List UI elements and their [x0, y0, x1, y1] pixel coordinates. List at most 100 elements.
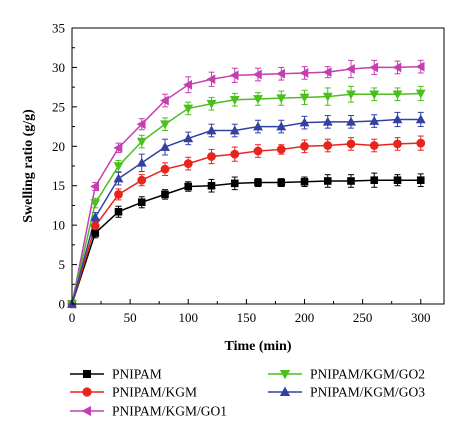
data-point [114, 207, 123, 216]
data-point [183, 104, 194, 114]
data-point [252, 69, 262, 80]
data-point [392, 114, 403, 124]
data-point [323, 177, 332, 185]
data-point [230, 179, 239, 188]
y-tick-label: 30 [52, 60, 65, 75]
data-point [183, 133, 194, 143]
data-point [229, 125, 240, 135]
data-point [369, 62, 379, 73]
data-point [322, 116, 333, 126]
data-point [207, 152, 216, 161]
data-point [90, 212, 101, 222]
data-point [113, 162, 124, 172]
data-point [230, 149, 240, 159]
data-point [276, 68, 286, 79]
data-point [137, 175, 147, 185]
data-point [300, 177, 309, 186]
data-point [370, 176, 379, 184]
data-point [393, 139, 402, 149]
data-point [159, 95, 169, 106]
data-point [90, 181, 100, 192]
legend-marker [279, 386, 291, 397]
data-point [206, 99, 217, 109]
data-point [299, 68, 309, 78]
data-point [91, 229, 100, 237]
legend-item: PNIPAM/KGM [70, 385, 197, 400]
data-point [276, 145, 286, 154]
data-point [276, 94, 287, 104]
data-point [345, 64, 355, 74]
data-point [183, 159, 193, 169]
x-tick-label: 100 [179, 310, 199, 325]
data-point [184, 182, 193, 191]
data-point [113, 173, 124, 183]
data-point [90, 221, 100, 231]
x-tick-label: 200 [295, 310, 315, 325]
x-tick-label: 50 [124, 310, 137, 325]
legend-marker [279, 369, 291, 380]
data-point [323, 141, 333, 150]
data-point [299, 117, 310, 127]
data-point [393, 176, 402, 184]
data-point [369, 141, 379, 150]
data-point [416, 138, 426, 148]
series-line [71, 65, 421, 305]
series-lines [71, 65, 421, 305]
data-point [322, 67, 332, 78]
x-tick-label: 150 [237, 310, 257, 325]
data-point [322, 92, 333, 102]
x-tick-label: 300 [411, 310, 431, 325]
legend-label: PNIPAM/KGM [112, 385, 197, 400]
legend-label: PNIPAM/KGM/GO2 [310, 367, 425, 382]
data-point [253, 146, 263, 156]
data-point [183, 79, 193, 90]
data-point [392, 90, 403, 100]
y-tick-label: 10 [52, 218, 65, 233]
legend-label: PNIPAM/KGM/GO3 [310, 385, 425, 400]
series-line [71, 179, 421, 305]
y-tick-label: 25 [52, 99, 65, 114]
data-point [254, 178, 262, 187]
y-tick-label: 0 [59, 297, 66, 312]
data-point [369, 90, 380, 100]
series-line [71, 118, 421, 305]
legend-item: PNIPAM [70, 367, 162, 382]
legend-label: PNIPAM/KGM/GO1 [112, 404, 227, 419]
data-point [113, 142, 123, 153]
data-point [207, 181, 216, 190]
data-point [206, 74, 216, 85]
series-markers [66, 61, 426, 310]
data-point [346, 139, 356, 149]
data-point [136, 119, 146, 130]
legend-marker [82, 387, 92, 397]
legend-item: PNIPAM/KGM/GO1 [70, 404, 227, 419]
data-point [136, 157, 147, 167]
y-axis-title: Swelling ratio (g/g) [21, 109, 36, 223]
data-point [415, 114, 426, 124]
data-point [160, 120, 170, 130]
data-point [136, 137, 147, 147]
data-point [206, 125, 217, 135]
data-point [137, 198, 146, 207]
y-tick-label: 5 [59, 257, 66, 272]
data-point [346, 116, 356, 126]
data-point [276, 121, 287, 131]
data-point [229, 70, 239, 81]
legend-item: PNIPAM/KGM/GO2 [268, 367, 425, 382]
data-point [160, 142, 170, 151]
y-tick-label: 35 [52, 21, 65, 36]
data-point [415, 89, 426, 99]
x-axis-ticks: 0 50 100 150 200 250 300 [69, 299, 431, 325]
data-point [277, 178, 286, 187]
data-point [114, 189, 123, 199]
data-point [229, 95, 240, 105]
data-point [253, 121, 263, 131]
data-point [347, 177, 355, 185]
data-point [415, 61, 425, 72]
data-point [346, 90, 356, 100]
y-tick-label: 15 [52, 178, 65, 193]
y-axis-ticks: 0 5 10 15 20 25 30 35 [52, 21, 77, 312]
series-line [71, 92, 421, 305]
data-point [253, 95, 263, 105]
legend: PNIPAM PNIPAM/KGM PNIPAM/KGM/GO1 PNIPAM/KGM… [70, 367, 425, 419]
